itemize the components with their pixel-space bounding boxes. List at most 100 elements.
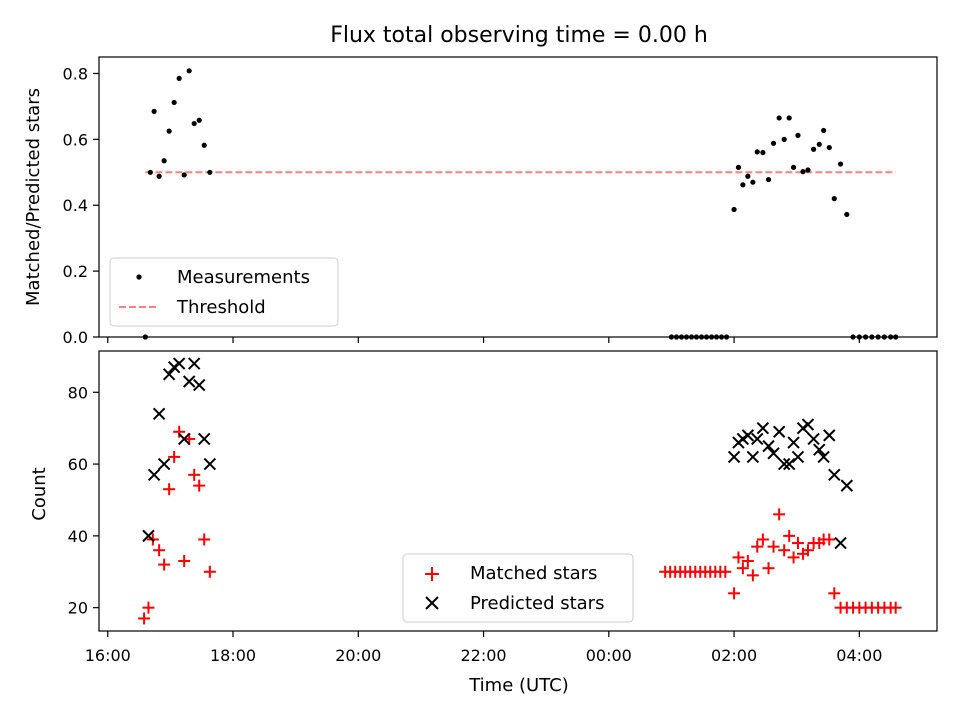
legend-label-predicted: Predicted stars (470, 593, 604, 614)
matched-stars-point (828, 587, 841, 600)
predicted-stars-point (791, 450, 805, 464)
measurement-point (765, 176, 772, 183)
predicted-stars-point (817, 450, 830, 464)
matched-stars-point (168, 450, 181, 463)
measurement-point (186, 68, 192, 74)
measurement-point (821, 127, 827, 134)
ratio-legend-frame (109, 257, 339, 327)
predicted-stars-point (807, 432, 820, 446)
measurement-point (191, 120, 197, 127)
predicted-stars-point (193, 378, 206, 392)
predicted-stars-point (727, 450, 741, 464)
measurement-point (151, 108, 157, 114)
predicted-stars-point (767, 447, 780, 460)
predicted-stars-point (801, 418, 815, 431)
y-tick-label: 0.0 (63, 328, 88, 347)
matched-stars-point (773, 508, 786, 521)
predicted-stars-point (823, 429, 836, 442)
measurement-point (781, 136, 787, 142)
measurement-point (166, 128, 172, 134)
matched-stars-point (719, 565, 732, 578)
measurement-point (844, 211, 850, 218)
measurement-point (816, 141, 822, 147)
y-tick-label: 0.6 (63, 130, 88, 149)
y-tick-label: 40 (68, 527, 88, 546)
measurement-point (790, 164, 797, 170)
measurement-point (745, 173, 751, 179)
matched-stars-point (193, 479, 206, 492)
predicted-stars-point (177, 432, 191, 446)
measurement-point (181, 172, 187, 178)
predicted-stars-point (787, 436, 800, 449)
predicted-stars-point (203, 457, 217, 471)
matched-stars-point (153, 544, 166, 557)
predicted-stars-point (162, 368, 176, 381)
predicted-stars-point (147, 468, 161, 482)
predicted-stars-point (746, 450, 760, 464)
count-plot-frame (98, 350, 938, 632)
ratio-plot-frame (98, 56, 938, 338)
predicted-stars-point (782, 457, 796, 471)
ratio-y-axis-label: Matched/Predicted stars (23, 88, 44, 306)
measurement-point (147, 169, 153, 175)
matched-stars-point (198, 533, 211, 546)
predicted-stars-point (157, 457, 171, 471)
x-tick-label: 16:00 (85, 646, 131, 665)
measurement-point (837, 161, 844, 167)
predicted-legend-marker (425, 596, 439, 610)
ratio-plot-marks (142, 68, 899, 340)
y-tick-label: 80 (68, 383, 88, 402)
predicted-stars-point (777, 457, 791, 471)
measurement-point (207, 169, 213, 175)
predicted-stars-point (187, 357, 201, 370)
predicted-stars-point (751, 432, 764, 446)
matched-stars-point (889, 601, 902, 614)
measurement-point (811, 146, 817, 152)
measurement-point (196, 117, 202, 123)
matched-stars-point (762, 562, 775, 575)
matched-stars-point (203, 565, 216, 578)
legend-label-measurements: Measurements (177, 267, 310, 288)
predicted-stars-point (741, 429, 755, 442)
matched-stars-point (728, 587, 741, 600)
predicted-stars-point (828, 468, 841, 482)
matched-stars-point (158, 558, 171, 571)
matched-stars-point (756, 533, 769, 546)
measurement-point (176, 75, 182, 82)
legend-label-threshold: Threshold (176, 297, 266, 318)
measurement-point (776, 115, 782, 121)
measurement-point (805, 167, 811, 173)
y-tick-label: 0.2 (63, 262, 88, 281)
measurement-point (731, 206, 737, 213)
predicted-stars-point (834, 536, 847, 550)
matched-stars-point (173, 425, 186, 438)
measurement-point (156, 173, 162, 179)
x-tick-label: 04:00 (836, 646, 882, 665)
count-legend: Matched stars Predicted stars (402, 553, 634, 623)
measurement-point (826, 144, 832, 151)
measurement-point (795, 132, 801, 138)
measurement-point (201, 142, 207, 148)
measurement-point (161, 158, 167, 164)
matched-stars-point (751, 540, 764, 553)
chart-title: Flux total observing time = 0.00 h (330, 23, 708, 48)
measurement-point (740, 182, 746, 188)
x-tick-label: 22:00 (460, 646, 506, 665)
x-axis-label: Time (UTC) (468, 675, 569, 696)
predicted-stars-point (152, 407, 166, 421)
matched-stars-point (823, 533, 836, 546)
x-tick-label: 02:00 (711, 646, 757, 665)
matched-stars-point (178, 555, 191, 567)
count-legend-frame (402, 553, 634, 623)
y-tick-label: 60 (68, 455, 88, 474)
measurement-point (800, 169, 806, 175)
matched-stars-point (741, 555, 754, 567)
count-plot-axes: 20 40 60 80 16:00 18:00 20:00 22:00 00:00 02:00 04… (68, 383, 883, 665)
ratio-legend: Measurements Threshold (109, 257, 339, 327)
measurement-point (786, 115, 792, 121)
predicted-stars-point (172, 357, 186, 370)
y-tick-label: 0.4 (63, 196, 88, 215)
x-tick-label: 20:00 (335, 646, 381, 665)
matched-stars-point (142, 601, 155, 614)
